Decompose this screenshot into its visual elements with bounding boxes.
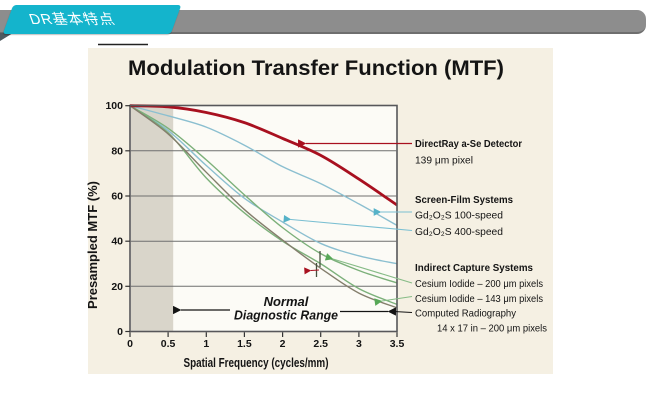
legend-indirect-title: Indirect Capture Systems <box>415 262 533 274</box>
svg-text:3.5: 3.5 <box>390 338 405 350</box>
axis-ticks <box>125 105 398 337</box>
callout-film400 <box>283 215 413 232</box>
legend-cr-size: 14 x 17 in – 200 μm pixels <box>437 323 547 335</box>
cr-callout-line <box>393 311 413 313</box>
svg-text:100: 100 <box>105 100 123 112</box>
legend-csi-200: Cesium Iodide – 200 μm pixels <box>415 278 543 290</box>
curve-1 <box>129 105 398 226</box>
banner-fold <box>0 33 13 41</box>
legend-gd2o2s-400: Gd₂O₂S 400-speed <box>415 226 503 238</box>
x-tick-labels: 0 0.5 1 1.5 2 2.5 3 3.5 <box>127 338 404 350</box>
callout-csi143 <box>374 295 413 306</box>
svg-text:1.5: 1.5 <box>237 338 252 350</box>
legend-gd2o2s-100: Gd₂O₂S 100-speed <box>415 210 503 222</box>
svg-text:40: 40 <box>111 236 123 248</box>
mtf-chart: Modulation Transfer Function (MTF) 0 0.5… <box>86 43 553 374</box>
svg-text:0: 0 <box>117 326 123 338</box>
svg-text:80: 80 <box>111 145 123 157</box>
diagnostic-range-label-line2: Diagnostic Range <box>234 308 338 323</box>
curve-3 <box>129 105 398 284</box>
svg-text:3: 3 <box>356 338 362 350</box>
plot-border <box>129 104 398 333</box>
legend-screenfilm-title: Screen-Film Systems <box>415 194 513 206</box>
range-red-pointer <box>304 267 320 275</box>
slide-title: DR基本特点 <box>27 12 118 28</box>
curve-2 <box>129 105 398 265</box>
x-axis-title: Spatial Frequency (cycles/mm) <box>184 356 329 370</box>
curve-5 <box>129 105 398 309</box>
svg-text:60: 60 <box>111 191 123 203</box>
svg-text:0: 0 <box>127 338 133 350</box>
y-axis-title: Presampled MTF (%) <box>86 181 100 309</box>
svg-text:2.5: 2.5 <box>313 338 328 350</box>
legend-directray-pixel: 139 μm pixel <box>415 155 473 167</box>
callout-csi200 <box>324 253 413 284</box>
curve-0 <box>129 104 398 207</box>
svg-text:1: 1 <box>203 338 209 350</box>
svg-text:20: 20 <box>111 281 123 293</box>
mtf-curves <box>129 104 398 309</box>
diagnostic-range-label-line1: Normal <box>264 294 309 309</box>
chart-title: Modulation Transfer Function (MTF) <box>128 57 504 80</box>
gridlines <box>130 150 397 287</box>
svg-text:2: 2 <box>280 338 286 350</box>
y-tick-labels: 0 20 40 60 80 100 <box>105 100 123 338</box>
shaded-band <box>130 106 174 331</box>
legend-csi-143: Cesium Iodide – 143 μm pixels <box>415 293 543 305</box>
svg-text:0.5: 0.5 <box>161 338 176 350</box>
legend-directray-title: DirectRay a-Se Detector <box>415 138 522 150</box>
legend-cr-title: Computed Radiography <box>415 308 517 320</box>
